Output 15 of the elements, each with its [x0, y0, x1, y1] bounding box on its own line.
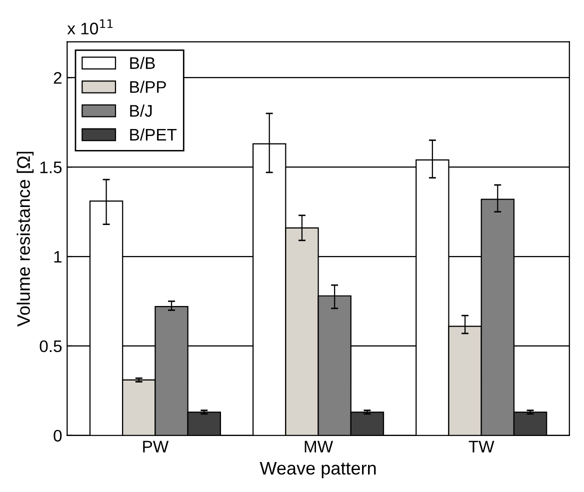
y-tick-label: 0: [54, 430, 62, 442]
x-tick-label: PW: [143, 440, 169, 452]
text: x 10$^{11}$: [67, 19, 113, 34]
y-axis-title: Volume resistance [Ω]: [16, 152, 34, 327]
y-tick-label: 2: [54, 72, 62, 84]
legend-label: B/B: [130, 56, 155, 70]
y-tick-label: 1: [54, 251, 62, 263]
legend-label: B/PP: [130, 80, 166, 93]
legend-label: B/J: [130, 104, 152, 117]
y-tick-label: 1.5: [40, 162, 62, 174]
legend-label: B/PET: [130, 128, 177, 141]
x-tick-label: TW: [468, 440, 494, 452]
x-axis-title: Weave pattern: [260, 462, 376, 478]
x-tick-label: MW: [304, 440, 334, 452]
y-tick-label: 0.5: [40, 340, 62, 352]
